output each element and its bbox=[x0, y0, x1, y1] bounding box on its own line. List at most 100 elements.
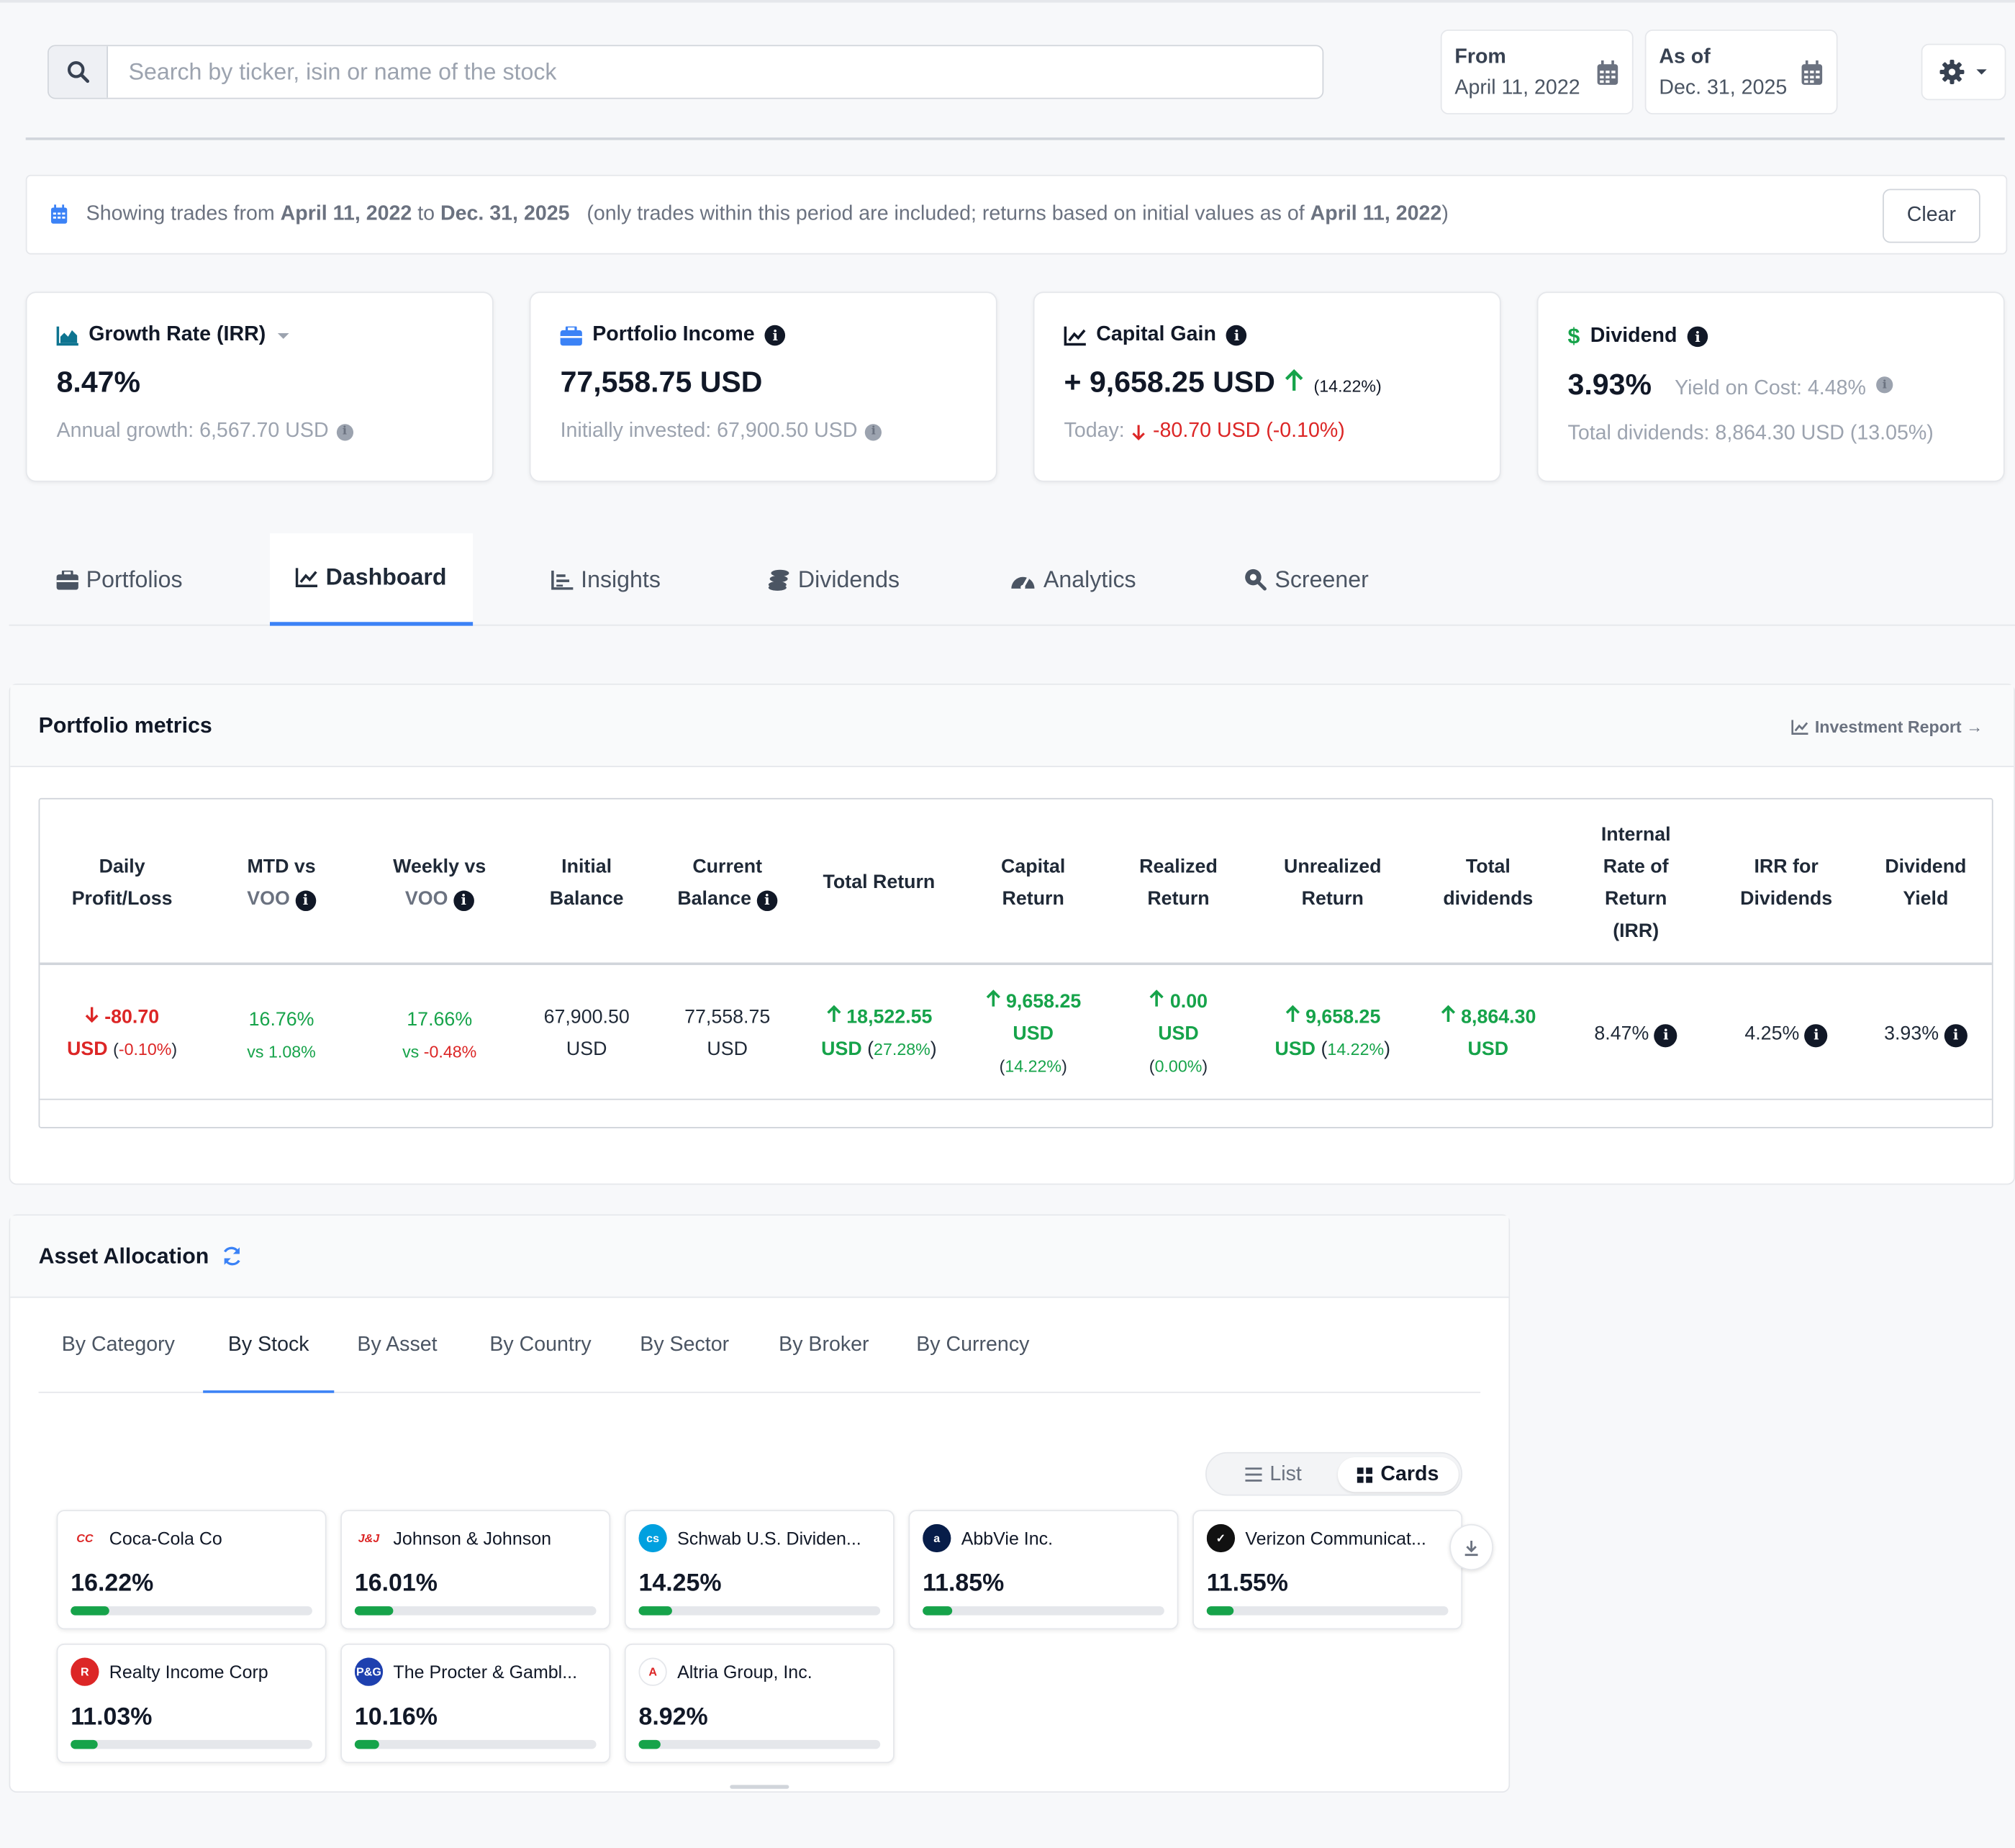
stock-card[interactable]: P&G The Procter & Gambl... 10.16% bbox=[340, 1643, 611, 1763]
stock-card[interactable]: cs Schwab U.S. Dividen... 14.25% bbox=[624, 1510, 895, 1630]
portfolio-metrics-table: Daily Profit/Loss MTD vs VOO i Weekly vs VO… bbox=[38, 797, 1993, 1128]
stock-name: AbbVie Inc. bbox=[961, 1528, 1054, 1549]
cell-realized-return: 0.00 USD (0.00%) bbox=[1149, 989, 1208, 1076]
tab-analytics[interactable]: Analytics bbox=[1010, 533, 1136, 626]
tab-portfolios[interactable]: Portfolios bbox=[56, 533, 183, 626]
search-icon[interactable] bbox=[48, 46, 108, 98]
from-date-picker[interactable]: From April 11, 2022 bbox=[1440, 30, 1634, 114]
allocation-bar bbox=[638, 1739, 881, 1749]
line-chart-icon bbox=[1064, 325, 1086, 345]
allocation-bar bbox=[638, 1606, 881, 1616]
initially-invested-text: Initially invested: 67,900.50 USD bbox=[560, 420, 858, 443]
info-icon[interactable]: i bbox=[764, 325, 786, 346]
bar-chart-icon bbox=[551, 569, 574, 589]
stock-percent: 10.16% bbox=[354, 1703, 438, 1731]
info-icon[interactable]: i bbox=[1804, 1023, 1828, 1047]
allocation-bar-fill bbox=[71, 1606, 109, 1616]
resize-handle[interactable] bbox=[730, 1785, 789, 1789]
stock-percent: 11.55% bbox=[1206, 1570, 1288, 1598]
stock-card-header: A Altria Group, Inc. bbox=[638, 1657, 880, 1686]
company-logo: a bbox=[923, 1523, 951, 1553]
caret-down-icon[interactable] bbox=[276, 331, 291, 340]
settings-dropdown-button[interactable] bbox=[1921, 43, 2006, 101]
clear-button[interactable]: Clear bbox=[1883, 189, 1980, 243]
cell-capital-return: 9,658.25 USD (14.22%) bbox=[969, 986, 1097, 1082]
info-icon[interactable]: i bbox=[1876, 376, 1893, 394]
arrow-up-icon bbox=[986, 989, 1000, 1007]
portfolio-metrics-title: Portfolio metrics bbox=[38, 712, 212, 738]
stock-card-header: R Realty Income Corp bbox=[71, 1657, 312, 1686]
cell-mtd-vs-voo: 16.76% vs 1.08% bbox=[247, 1008, 316, 1061]
tab-dashboard[interactable]: Dashboard bbox=[269, 533, 474, 626]
portfolio-income-value: 77,558.75 USD bbox=[560, 365, 763, 399]
notice-text: Showing trades from April 11, 2022 to De… bbox=[86, 203, 1449, 225]
info-icon[interactable]: i bbox=[295, 889, 316, 911]
stock-card[interactable]: a AbbVie Inc. 11.85% bbox=[908, 1510, 1179, 1630]
stock-name: Johnson & Johnson bbox=[393, 1528, 552, 1549]
gauge-icon bbox=[1011, 576, 1035, 589]
tab-insights[interactable]: Insights bbox=[551, 533, 661, 626]
allocation-bar-fill bbox=[923, 1606, 952, 1616]
stock-card-header: ✓ Verizon Communicat... bbox=[1206, 1523, 1449, 1553]
search-bar[interactable] bbox=[47, 45, 1324, 99]
list-view-button[interactable]: List bbox=[1212, 1457, 1335, 1492]
info-icon[interactable]: i bbox=[1944, 1023, 1968, 1047]
allocation-bar-fill bbox=[638, 1739, 661, 1749]
tab-by-category[interactable]: By Category bbox=[61, 1333, 175, 1356]
arrow-up-icon bbox=[1285, 369, 1303, 391]
download-icon bbox=[1464, 1540, 1478, 1556]
col-current-balance: Current Balance i bbox=[663, 851, 792, 915]
cards-view-button[interactable]: Cards bbox=[1337, 1457, 1459, 1493]
area-chart-icon bbox=[56, 325, 78, 345]
view-toggle: List Cards bbox=[1205, 1451, 1463, 1496]
stock-card-header: J&J Johnson & Johnson bbox=[355, 1524, 597, 1552]
tab-screener[interactable]: Screener bbox=[1244, 533, 1369, 626]
investment-report-link[interactable]: Investment Report → bbox=[1791, 717, 1983, 736]
arrow-up-icon bbox=[1285, 1005, 1300, 1023]
tab-by-country[interactable]: By Country bbox=[489, 1333, 592, 1356]
info-icon[interactable]: i bbox=[336, 423, 353, 440]
table-row: -80.70 USD (-0.10%) 16.76% vs 1.08% 17.6… bbox=[40, 968, 1992, 1100]
asset-allocation-header: Asset Allocation bbox=[10, 1215, 1509, 1298]
line-chart-icon bbox=[296, 568, 318, 588]
grid-icon bbox=[1357, 1467, 1373, 1482]
info-icon[interactable]: i bbox=[1226, 325, 1247, 346]
info-icon[interactable]: i bbox=[453, 889, 474, 911]
tab-by-currency[interactable]: By Currency bbox=[916, 1333, 1030, 1356]
info-icon[interactable]: i bbox=[1687, 326, 1708, 348]
tab-dividends[interactable]: Dividends bbox=[767, 533, 900, 626]
refresh-icon[interactable] bbox=[220, 1245, 242, 1267]
calendar-icon bbox=[1597, 60, 1618, 85]
tab-by-asset[interactable]: By Asset bbox=[357, 1333, 438, 1356]
gear-icon bbox=[1939, 60, 1965, 84]
growth-rate-value: 8.47% bbox=[56, 365, 141, 399]
list-icon bbox=[1245, 1467, 1262, 1482]
info-icon[interactable]: i bbox=[1654, 1023, 1677, 1047]
dollar-icon: $ bbox=[1567, 323, 1580, 348]
cell-daily-profit-loss: -80.70 USD (-0.10%) bbox=[67, 1006, 178, 1061]
dividend-yield-value: 3.93% bbox=[1567, 367, 1652, 402]
from-date-label: From bbox=[1454, 46, 1506, 68]
search-input[interactable] bbox=[107, 46, 1323, 98]
stock-card[interactable]: ✓ Verizon Communicat... 11.55% bbox=[1192, 1510, 1463, 1630]
stock-card-header: P&G The Procter & Gambl... bbox=[354, 1657, 597, 1686]
tab-by-broker[interactable]: By Broker bbox=[779, 1333, 869, 1356]
company-logo: P&G bbox=[354, 1657, 384, 1686]
stock-card[interactable]: CC Coca-Cola Co 16.22% bbox=[56, 1510, 327, 1630]
info-icon[interactable]: i bbox=[756, 889, 778, 911]
stock-card[interactable]: J&J Johnson & Johnson 16.01% bbox=[340, 1510, 611, 1630]
cell-dividend-yield: 3.93% i bbox=[1865, 1018, 1987, 1050]
stock-card[interactable]: A Altria Group, Inc. 8.92% bbox=[624, 1643, 895, 1763]
yield-on-cost: Yield on Cost: 4.48% bbox=[1675, 377, 1866, 400]
portfolio-income-card: Portfolio Income i 77,558.75 USD Initial… bbox=[529, 291, 997, 482]
cell-initial-balance: 67,900.50 USD bbox=[543, 1006, 630, 1061]
asof-date-picker[interactable]: As of Dec. 31, 2025 bbox=[1644, 30, 1838, 114]
portfolio-metrics-panel: Portfolio metrics Investment Report → Da… bbox=[9, 683, 2015, 1185]
allocation-bar-fill bbox=[1206, 1606, 1233, 1616]
stock-card[interactable]: R Realty Income Corp 11.03% bbox=[56, 1643, 327, 1763]
allocation-bar-fill bbox=[354, 1606, 394, 1616]
tab-by-sector[interactable]: By Sector bbox=[640, 1333, 730, 1356]
info-icon[interactable]: i bbox=[865, 423, 882, 440]
tab-by-stock[interactable]: By Stock bbox=[203, 1334, 335, 1393]
download-button[interactable] bbox=[1449, 1523, 1493, 1571]
